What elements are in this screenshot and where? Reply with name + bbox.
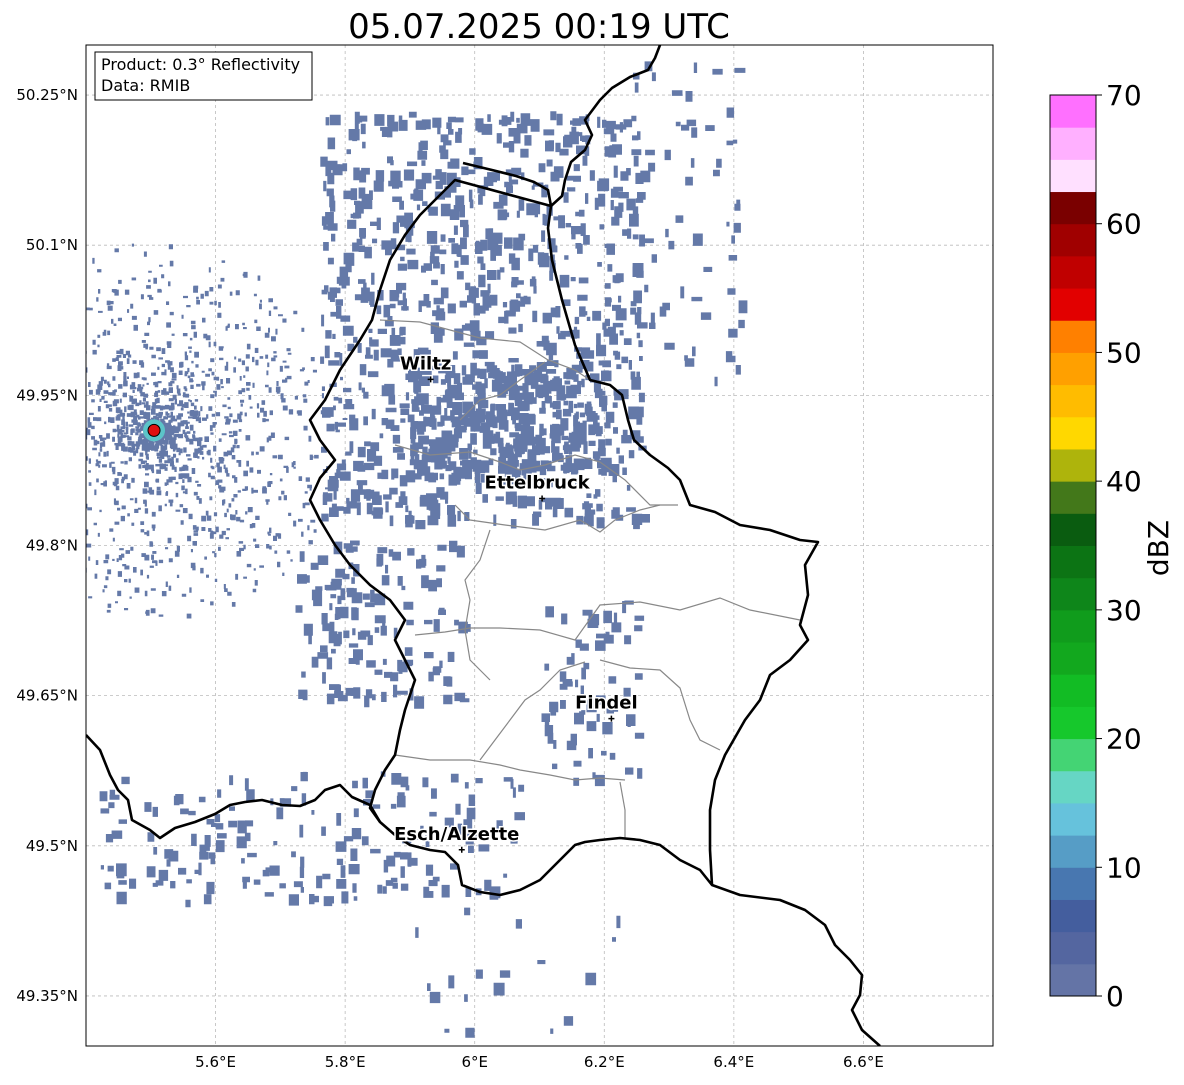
- colorbar-tick-label: 40: [1106, 465, 1142, 498]
- map-title: 05.07.2025 00:19 UTC: [348, 7, 730, 47]
- colorbar-tick-label: 20: [1106, 723, 1142, 756]
- colorbar-segment: [1050, 545, 1096, 579]
- colorbar-segment: [1050, 384, 1096, 418]
- canton-boundary: [394, 444, 678, 506]
- city-label: Wiltz: [400, 353, 451, 374]
- luxembourg-border: [308, 45, 820, 897]
- lon-tick-label: 6°E: [461, 1053, 488, 1071]
- lon-tick-label: 6.4°E: [713, 1053, 754, 1071]
- germany-france-border: [711, 883, 881, 1046]
- longitude-axis: 5.6°E 5.8°E 6°E 6.2°E 6.4°E 6.6°E: [195, 1053, 884, 1071]
- radar-site-marker: [147, 423, 161, 437]
- colorbar-segment: [1050, 255, 1096, 289]
- colorbar-segment: [1050, 770, 1096, 804]
- canton-boundary: [464, 529, 491, 681]
- canton-boundary: [619, 781, 626, 838]
- colorbar-ticks: 0 10 20 30 40 50 60 70: [1096, 79, 1142, 1013]
- lat-tick-label: 50.25°N: [16, 86, 78, 104]
- canton-boundary: [414, 597, 801, 641]
- city-label: Findel: [575, 693, 638, 714]
- colorbar-segment: [1050, 609, 1096, 643]
- echo-cells: [86, 61, 748, 1038]
- colorbar-tick-label: 10: [1106, 851, 1142, 884]
- canton-boundary: [599, 659, 721, 751]
- colorbar-segment: [1050, 963, 1096, 997]
- latitude-axis: 50.25°N 50.1°N 49.95°N 49.8°N 49.65°N 49.5°N 4…: [16, 86, 78, 1005]
- canton-borders: [379, 319, 801, 838]
- colorbar-frame: [1049, 94, 1097, 997]
- colorbar-segment: [1050, 802, 1096, 836]
- colorbar-segment: [1050, 835, 1096, 868]
- colorbar-segment: [1050, 288, 1096, 321]
- colorbar: [1049, 94, 1097, 997]
- radar-site-dot: [147, 423, 161, 437]
- france-belgium-border: [86, 734, 382, 840]
- lat-tick-label: 49.35°N: [16, 987, 78, 1005]
- colorbar-segment: [1050, 191, 1096, 225]
- colorbar-segment: [1050, 95, 1096, 128]
- info-box-frame: [94, 51, 313, 101]
- colorbar-label: dBZ: [1142, 520, 1175, 576]
- colorbar-tick-label: 70: [1106, 79, 1142, 112]
- colorbar-segment: [1050, 448, 1096, 482]
- colorbar-segment: [1050, 127, 1096, 160]
- colorbar-tick-label: 50: [1106, 336, 1142, 369]
- city-marker: [458, 846, 465, 853]
- canton-boundary: [454, 504, 661, 533]
- lat-tick-label: 49.65°N: [16, 687, 78, 705]
- lat-tick-label: 50.1°N: [26, 236, 78, 254]
- lat-tick-label: 49.5°N: [26, 837, 78, 855]
- colorbar-segment: [1050, 577, 1096, 611]
- map-frame: [85, 44, 994, 1047]
- city-label: Ettelbruck: [485, 472, 591, 493]
- info-box: Product: 0.3° Reflectivity Data: RMIB: [94, 51, 313, 101]
- lon-tick-label: 5.8°E: [325, 1053, 366, 1071]
- city-marker: [539, 495, 546, 502]
- colorbar-segment: [1050, 223, 1096, 257]
- colorbar-segment: [1050, 899, 1096, 933]
- country-borders: [86, 45, 881, 1046]
- colorbar-segment: [1050, 706, 1096, 740]
- canton-boundary: [459, 361, 546, 421]
- colorbar-segment: [1050, 642, 1096, 675]
- colorbar-segment: [1050, 867, 1096, 900]
- info-data-source: Data: RMIB: [101, 76, 190, 95]
- canton-boundary: [379, 319, 591, 381]
- colorbar-segment: [1050, 931, 1096, 965]
- info-product: Product: 0.3° Reflectivity: [101, 55, 300, 74]
- colorbar-segment: [1050, 352, 1096, 386]
- city-labels: Wiltz Ettelbruck Findel Esch/Alzette: [393, 352, 639, 853]
- lon-tick-label: 6.2°E: [584, 1053, 625, 1071]
- colorbar-segment: [1050, 320, 1096, 353]
- city-marker: [427, 376, 434, 383]
- canton-boundary: [479, 661, 586, 761]
- colorbar-segment: [1050, 513, 1096, 546]
- lat-tick-label: 49.95°N: [16, 386, 78, 404]
- lon-tick-label: 6.6°E: [843, 1053, 884, 1071]
- colorbar-tick-label: 60: [1106, 208, 1142, 241]
- map-area[interactable]: Wiltz Ettelbruck Findel Esch/Alzette: [0, 44, 994, 1047]
- colorbar-tick-label: 30: [1106, 594, 1142, 627]
- lat-tick-label: 49.8°N: [26, 537, 78, 555]
- colorbar-segment: [1050, 481, 1096, 514]
- colorbar-tick-label: 0: [1106, 980, 1124, 1013]
- colorbar-segment: [1050, 416, 1096, 450]
- lon-tick-label: 5.6°E: [195, 1053, 236, 1071]
- colorbar-segment: [1050, 738, 1096, 772]
- city-label: Esch/Alzette: [394, 824, 519, 845]
- colorbar-segment: [1050, 159, 1096, 193]
- colorbar-segment: [1050, 674, 1096, 707]
- canton-boundary: [394, 754, 626, 781]
- city-marker: [608, 715, 615, 722]
